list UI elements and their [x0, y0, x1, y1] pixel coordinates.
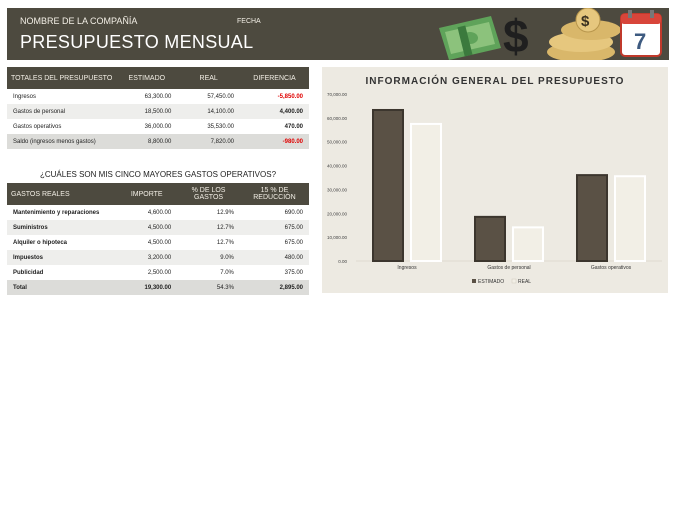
bar-real	[614, 175, 646, 262]
budget-overview-chart[interactable]: INFORMACIÓN GENERAL DEL PRESUPUESTO 0.00…	[322, 67, 668, 293]
percent-cell[interactable]: 7.0%	[220, 269, 234, 276]
row-label[interactable]: Gastos operativos	[13, 123, 62, 130]
amount-cell[interactable]: 3,200.00	[116, 250, 178, 265]
col-header-actual[interactable]: REAL	[177, 67, 241, 89]
svg-text:$: $	[503, 10, 529, 60]
reduction-cell[interactable]: 375.00	[284, 269, 303, 276]
row-label[interactable]: Mantenimiento y reparaciones	[13, 209, 100, 216]
row-label[interactable]: Publicidad	[13, 269, 44, 276]
col-header-amount[interactable]: IMPORTE	[116, 183, 178, 205]
table-row: Suministros 4,500.00 12.7% 675.00	[7, 220, 309, 235]
reduction-cell[interactable]: 480.00	[239, 250, 309, 265]
row-label[interactable]: Saldo (ingresos menos gastos)	[7, 134, 117, 149]
table-row: Alquiler o hipoteca 4,500.00 12.7% 675.0…	[7, 235, 309, 250]
percent-cell[interactable]: 12.7%	[216, 239, 234, 246]
percent-cell[interactable]: 54.3%	[177, 280, 240, 295]
col-header-estimated[interactable]: ESTIMADO	[116, 67, 178, 89]
x-tick-label: Gastos operativos	[591, 265, 632, 271]
page-title[interactable]: PRESUPUESTO MENSUAL	[20, 32, 254, 52]
header-banner: NOMBRE DE LA COMPAÑÍA FECHA PRESUPUESTO …	[7, 8, 669, 60]
amount-cell[interactable]: 4,500.00	[116, 220, 178, 235]
estimated-cell[interactable]: 8,800.00	[116, 134, 178, 149]
percent-cell[interactable]: 9.0%	[177, 250, 240, 265]
legend-swatch	[511, 278, 517, 284]
svg-text:$: $	[581, 13, 590, 30]
coins-icon: $	[547, 8, 621, 60]
row-label[interactable]: Suministros	[7, 220, 117, 235]
balance-row: Saldo (ingresos menos gastos) 8,800.00 7…	[7, 134, 309, 149]
bar-estimado	[372, 108, 404, 263]
y-tick-label: 30,000.00	[327, 187, 348, 192]
y-tick-label: 50,000.00	[327, 140, 348, 145]
legend-label: ESTIMADO	[478, 279, 504, 285]
row-label[interactable]: Ingresos	[13, 93, 37, 100]
estimated-cell[interactable]: 36,000.00	[144, 123, 172, 130]
difference-cell[interactable]: 470.00	[284, 123, 303, 130]
money-illustration: $ $ 7	[431, 8, 669, 60]
col-header-difference[interactable]: DIFERENCIA	[240, 67, 309, 89]
reduction-cell[interactable]: 2,895.00	[239, 280, 309, 295]
difference-cell[interactable]: -5,850.00	[277, 93, 303, 100]
difference-cell[interactable]: -980.00	[240, 134, 309, 149]
row-label[interactable]: Total	[7, 280, 117, 295]
top-expenses-question[interactable]: ¿CUÁLES SON MIS CINCO MAYORES GASTOS OPE…	[39, 170, 277, 179]
amount-cell[interactable]: 2,500.00	[147, 269, 172, 276]
svg-text:7: 7	[634, 29, 646, 54]
chart-title: INFORMACIÓN GENERAL DEL PRESUPUESTO	[365, 76, 625, 87]
col-header-percent[interactable]: % DE LOS GASTOS	[177, 183, 240, 205]
actual-cell[interactable]: 14,100.00	[177, 104, 241, 119]
y-tick-label: 70,000.00	[327, 92, 348, 97]
row-label[interactable]: Gastos de personal	[7, 104, 117, 119]
col-header-reduction[interactable]: 15 % DE REDUCCIÓN	[239, 183, 309, 205]
table-row: Gastos operativos 36,000.00 35,530.00 47…	[7, 119, 309, 134]
amount-cell[interactable]: 4,500.00	[147, 239, 172, 246]
row-label[interactable]: Alquiler o hipoteca	[13, 239, 68, 246]
percent-cell[interactable]: 12.7%	[177, 220, 240, 235]
top-expenses-table: GASTOS REALES IMPORTE % DE LOS GASTOS 15…	[7, 183, 309, 295]
actual-cell[interactable]: 35,530.00	[207, 123, 235, 130]
bar-estimado	[576, 174, 608, 262]
y-tick-label: 20,000.00	[327, 211, 348, 216]
actual-cell[interactable]: 57,450.00	[207, 93, 235, 100]
amount-cell[interactable]: 4,600.00	[147, 209, 172, 216]
legend-swatch	[472, 279, 476, 283]
actual-cell[interactable]: 7,820.00	[177, 134, 241, 149]
x-tick-label: Gastos de personal	[487, 265, 530, 271]
table-row: Impuestos 3,200.00 9.0% 480.00	[7, 250, 309, 265]
table-row: Ingresos 63,300.00 57,450.00 -5,850.00	[7, 89, 309, 104]
banknotes-icon	[439, 16, 501, 60]
reduction-cell[interactable]: 690.00	[284, 209, 303, 216]
total-row: Total 19,300.00 54.3% 2,895.00	[7, 280, 309, 295]
legend-label: REAL	[518, 279, 531, 285]
difference-cell[interactable]: 4,400.00	[240, 104, 309, 119]
table-row: Publicidad 2,500.00 7.0% 375.00	[7, 265, 309, 280]
bar-real	[512, 226, 544, 263]
col-header-totals[interactable]: TOTALES DEL PRESUPUESTO	[7, 67, 117, 89]
reduction-cell[interactable]: 675.00	[284, 239, 303, 246]
dollar-sign-icon: $	[503, 10, 529, 60]
x-tick-label: Ingresos	[397, 265, 417, 271]
estimated-cell[interactable]: 63,300.00	[144, 93, 172, 100]
table-row: Gastos de personal 18,500.00 14,100.00 4…	[7, 104, 309, 119]
row-label[interactable]: Impuestos	[7, 250, 117, 265]
bar-real	[410, 122, 442, 262]
date-label[interactable]: FECHA	[237, 18, 261, 25]
calendar-icon: 7	[620, 10, 662, 57]
y-tick-label: 60,000.00	[327, 116, 348, 121]
y-tick-label: 10,000.00	[327, 235, 348, 240]
y-tick-label: 0.00	[338, 259, 347, 264]
budget-totals-table: TOTALES DEL PRESUPUESTO ESTIMADO REAL DI…	[7, 67, 309, 149]
estimated-cell[interactable]: 18,500.00	[116, 104, 178, 119]
company-name[interactable]: NOMBRE DE LA COMPAÑÍA	[20, 16, 138, 26]
col-header-expenses[interactable]: GASTOS REALES	[7, 183, 117, 205]
reduction-cell[interactable]: 675.00	[239, 220, 309, 235]
bar-estimado	[474, 215, 506, 263]
amount-cell[interactable]: 19,300.00	[116, 280, 178, 295]
table-row: Mantenimiento y reparaciones 4,600.00 12…	[7, 205, 309, 220]
chart-plot: 0.00 10,000.00 20,000.00 30,000.00 40,000.00…	[327, 92, 662, 285]
percent-cell[interactable]: 12.9%	[216, 209, 234, 216]
y-tick-label: 40,000.00	[327, 164, 348, 169]
